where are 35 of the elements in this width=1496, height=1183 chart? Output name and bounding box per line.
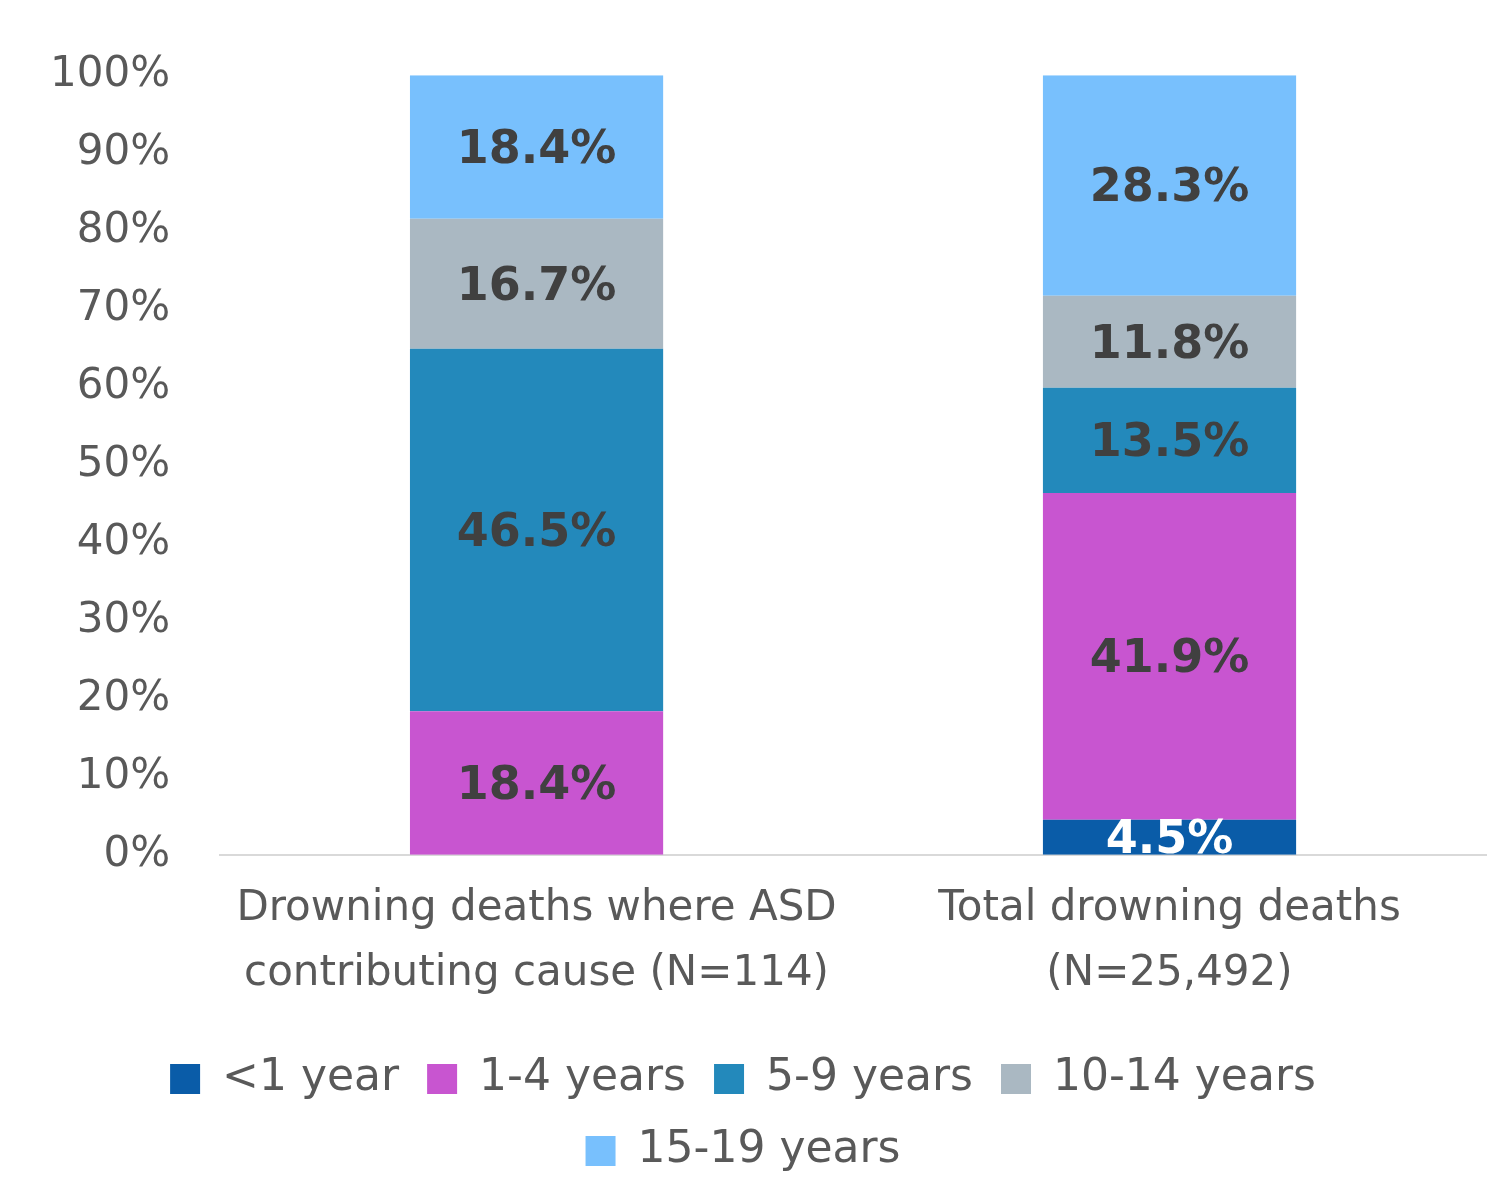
y-tick-label: 100%	[50, 47, 171, 97]
y-tick-label: 20%	[76, 670, 171, 720]
y-tick-label: 40%	[76, 514, 171, 564]
bar	[1042, 75, 1297, 296]
y-tick-label: 80%	[76, 203, 171, 253]
y-tick-label: 10%	[76, 748, 171, 798]
legend-label: 15-19 years	[637, 1121, 901, 1173]
legend-label: 10-14 years	[1052, 1049, 1316, 1101]
bar	[1042, 387, 1297, 494]
y-tick-label: 60%	[76, 358, 171, 408]
data-label: 18.4%	[456, 119, 617, 174]
y-tick-label: 90%	[76, 125, 171, 175]
y-tick-label: 50%	[76, 436, 171, 486]
y-tick-label: 0%	[103, 826, 171, 876]
x-tick-label: Drowning deaths where ASD contributing cause (N=114)	[236, 881, 837, 996]
data-label: 18.4%	[456, 756, 617, 811]
legend-label: <1 year	[222, 1049, 401, 1101]
x-tick-label: Total drowning deaths (N=25,492)	[937, 881, 1401, 996]
bar	[1042, 493, 1297, 820]
data-label: 11.8%	[1089, 314, 1250, 369]
bar	[409, 75, 664, 219]
data-label: 16.7%	[456, 256, 617, 311]
bar	[409, 348, 664, 712]
data-label: 28.3%	[1089, 158, 1250, 213]
legend-label: 1-4 years	[479, 1049, 687, 1101]
y-tick-label: 30%	[76, 592, 171, 642]
y-tick-label: 70%	[76, 280, 171, 330]
bar	[1042, 295, 1297, 388]
bar	[409, 218, 664, 349]
data-label: 4.5%	[1105, 810, 1234, 865]
data-label: 41.9%	[1089, 629, 1250, 684]
data-label: 13.5%	[1089, 413, 1250, 468]
bar	[409, 711, 664, 855]
data-label: 46.5%	[456, 503, 617, 558]
legend-label: 5-9 years	[766, 1049, 973, 1101]
